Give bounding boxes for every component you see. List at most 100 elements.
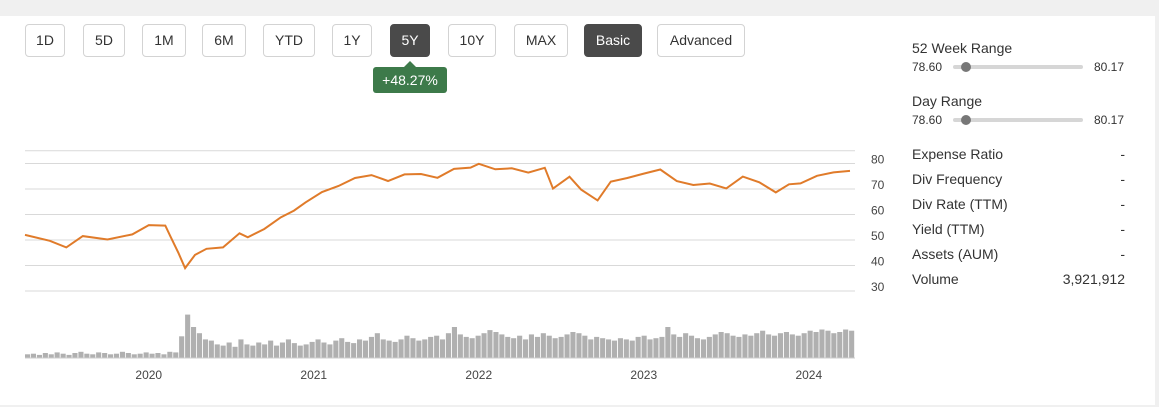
volume-bar bbox=[493, 332, 499, 358]
volume-bar bbox=[659, 336, 665, 358]
volume-bar bbox=[623, 339, 629, 358]
volume-bar bbox=[576, 333, 582, 358]
volume-bar bbox=[143, 352, 149, 358]
volume-bar bbox=[718, 332, 724, 358]
volume-bar bbox=[843, 329, 849, 358]
week52-range-low: 78.60 bbox=[912, 60, 943, 74]
volume-bar bbox=[185, 314, 191, 358]
volume-bar bbox=[214, 344, 220, 358]
volume-bar bbox=[30, 353, 36, 358]
volume-bar bbox=[179, 336, 185, 358]
volume-bar bbox=[196, 333, 202, 358]
volume-bar bbox=[736, 336, 742, 358]
timeframe-5y-button[interactable]: 5Y bbox=[390, 24, 430, 57]
volume-bar bbox=[600, 338, 606, 358]
basic-mode-button[interactable]: Basic bbox=[584, 24, 642, 57]
y-tick-label: 70 bbox=[871, 178, 885, 192]
volume-bar bbox=[689, 335, 695, 358]
volume-bar bbox=[250, 345, 256, 358]
timeframe-10y-button[interactable]: 10Y bbox=[448, 24, 496, 57]
volume-bar bbox=[801, 333, 807, 358]
volume-bar bbox=[72, 353, 78, 358]
volume-bar bbox=[404, 335, 410, 358]
volume-bar bbox=[232, 346, 238, 358]
volume-label: Volume bbox=[912, 271, 959, 287]
volume-bar bbox=[807, 330, 813, 358]
volume-bar bbox=[445, 333, 451, 358]
x-tick-label: 2020 bbox=[135, 368, 162, 382]
timeframe-5d-button[interactable]: 5D bbox=[83, 24, 125, 57]
volume-bar bbox=[125, 353, 131, 358]
volume-bar bbox=[588, 339, 594, 358]
change-badge: +48.27% bbox=[373, 61, 447, 93]
volume-bar bbox=[546, 335, 552, 358]
week52-range-title: 52 Week Range bbox=[912, 40, 1013, 56]
volume-bar bbox=[528, 334, 534, 358]
y-tick-label: 80 bbox=[871, 153, 885, 167]
volume-bar bbox=[36, 354, 42, 358]
timeframe-1d-button[interactable]: 1D bbox=[25, 24, 65, 57]
volume-bar bbox=[238, 339, 244, 358]
day-range-high: 80.17 bbox=[1094, 113, 1125, 127]
volume-bar bbox=[173, 352, 179, 358]
volume-bar bbox=[700, 339, 706, 358]
volume-bar bbox=[96, 352, 102, 358]
volume-bar bbox=[694, 338, 700, 358]
timeframe-ytd-button[interactable]: YTD bbox=[263, 24, 315, 57]
volume-bar bbox=[665, 327, 671, 358]
volume-bar bbox=[220, 345, 226, 358]
volume-bar bbox=[641, 335, 647, 358]
volume-bar bbox=[617, 338, 623, 358]
volume-bar bbox=[244, 344, 250, 358]
volume-bar bbox=[582, 335, 588, 358]
timeframe-6m-button[interactable]: 6M bbox=[202, 24, 246, 57]
volume-bar bbox=[268, 340, 274, 358]
timeframe-1y-button[interactable]: 1Y bbox=[332, 24, 372, 57]
volume-bar bbox=[469, 338, 475, 358]
volume-bar bbox=[837, 332, 843, 358]
volume-bar bbox=[315, 339, 321, 358]
volume-bar bbox=[279, 342, 285, 358]
volume-bar bbox=[321, 342, 327, 358]
week52-range-marker bbox=[961, 62, 971, 72]
volume-bar bbox=[274, 345, 280, 358]
volume-bar bbox=[161, 354, 167, 358]
volume-bar bbox=[42, 353, 48, 358]
volume-bar bbox=[772, 335, 778, 358]
volume-bar bbox=[362, 340, 368, 358]
volume-bar bbox=[534, 336, 540, 358]
week52-range-high: 80.17 bbox=[1094, 60, 1125, 74]
volume-bar bbox=[517, 335, 523, 358]
volume-bar bbox=[374, 333, 380, 358]
y-tick-label: 40 bbox=[871, 255, 885, 269]
volume-bar bbox=[202, 339, 208, 358]
timeframe-max-button[interactable]: MAX bbox=[514, 24, 568, 57]
volume-bar bbox=[422, 339, 428, 358]
volume-bar bbox=[766, 334, 772, 358]
volume-bar bbox=[398, 339, 404, 358]
volume-bar bbox=[191, 327, 197, 358]
volume-bar bbox=[434, 335, 440, 358]
volume-bar bbox=[357, 339, 363, 358]
volume-bar bbox=[457, 334, 463, 358]
advanced-mode-button[interactable]: Advanced bbox=[657, 24, 745, 57]
volume-bar bbox=[380, 339, 386, 358]
volume-bar bbox=[303, 344, 309, 358]
x-tick-label: 2023 bbox=[630, 368, 657, 382]
volume-bar bbox=[90, 354, 96, 358]
volume-bar bbox=[742, 334, 748, 358]
volume-bar bbox=[48, 354, 54, 358]
volume-bar bbox=[499, 334, 505, 358]
day-range-title: Day Range bbox=[912, 93, 983, 109]
week52-range-track bbox=[953, 65, 1083, 69]
volume-bar bbox=[653, 338, 659, 358]
volume-bar bbox=[523, 339, 529, 358]
volume-bar bbox=[481, 333, 487, 358]
volume-bar bbox=[789, 334, 795, 358]
volume-bar bbox=[167, 351, 173, 358]
volume-bar bbox=[558, 336, 564, 358]
volume-bar bbox=[760, 330, 766, 358]
volume-bar bbox=[570, 332, 576, 358]
timeframe-1m-button[interactable]: 1M bbox=[142, 24, 186, 57]
